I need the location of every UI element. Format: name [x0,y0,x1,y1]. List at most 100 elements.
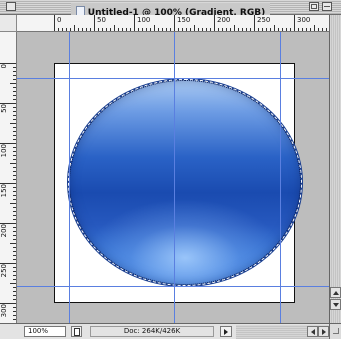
ruler-tick [13,79,16,80]
ruler-tick [290,28,291,31]
ruler-tick [13,235,16,236]
ruler-tick [138,28,139,31]
ruler-tick [13,119,16,120]
horizontal-guide[interactable] [17,286,329,287]
scroll-right-button[interactable] [318,326,329,337]
ruler-tick [0,303,16,304]
ruler-tick [13,247,16,248]
ruler-tick [13,295,16,296]
vertical-ruler[interactable]: 0 50 100 150 200 250 300 [0,32,17,323]
ruler-tick [10,83,16,84]
ruler-tick [118,28,119,31]
title-bar[interactable]: Untitled-1 @ 100% (Gradient, RGB) [0,0,341,18]
ruler-label: 150 [0,184,8,198]
ruler-tick [162,28,163,31]
ruler-tick [158,28,159,31]
ruler-tick [226,28,227,31]
ruler-tick [13,311,16,312]
scroll-up-button[interactable] [330,287,341,298]
triangle-left-icon [311,329,315,335]
ruler-tick [10,243,16,244]
ruler-tick [74,25,75,31]
ruler-tick [13,115,16,116]
ruler-tick [13,191,16,192]
ruler-tick [10,203,16,204]
vertical-scrollbar[interactable] [329,15,341,323]
horizontal-scrollbar[interactable] [236,325,329,339]
document-status-icon[interactable] [71,326,82,337]
ruler-label: 250 [257,16,271,24]
ruler-tick [13,99,16,100]
ruler-tick [13,111,16,112]
ruler-tick [58,28,59,31]
triangle-right-icon [322,329,326,335]
scroll-left-button[interactable] [307,326,318,337]
vertical-guide[interactable] [174,32,175,323]
ruler-tick [13,215,16,216]
ruler-tick [0,183,16,184]
ruler-tick [258,28,259,31]
ruler-tick [262,28,263,31]
ruler-tick [13,87,16,88]
ruler-tick [142,28,143,31]
ruler-tick [70,28,71,31]
ruler-tick [194,25,195,31]
ruler-tick [98,28,99,31]
ruler-tick [210,28,211,31]
ruler-tick [13,279,16,280]
ruler-tick [10,163,16,164]
ruler-tick [106,28,107,31]
ruler-tick [13,135,16,136]
scroll-down-button[interactable] [330,299,341,310]
collapse-box-icon[interactable] [322,2,332,11]
ruler-tick [206,28,207,31]
ruler-tick [306,28,307,31]
ruler-tick [13,71,16,72]
ruler-tick [13,291,16,292]
ruler-tick [86,28,87,31]
ruler-tick [238,28,239,31]
zoom-level-field[interactable]: 100% [24,326,66,337]
status-menu-button[interactable] [220,326,232,337]
ruler-tick [13,231,16,232]
ruler-tick [13,319,16,320]
ruler-tick [10,123,16,124]
elliptical-selection-marquee[interactable] [68,79,302,286]
vertical-guide[interactable] [280,32,281,323]
ruler-tick [314,25,315,31]
ruler-tick [0,63,16,64]
ruler-tick [198,28,199,31]
ruler-origin[interactable] [0,15,17,32]
ruler-tick [13,127,16,128]
ruler-tick [322,28,323,31]
pasteboard[interactable] [17,32,329,323]
ruler-tick [13,227,16,228]
ruler-tick [13,95,16,96]
selection-marquee-inner [69,80,301,285]
ruler-tick [302,28,303,31]
horizontal-ruler[interactable]: 0 50 100 150 200 250 300 [17,15,329,32]
ruler-tick [0,103,16,104]
ruler-tick [13,167,16,168]
ruler-tick [214,15,215,31]
ruler-tick [13,287,16,288]
close-box-icon[interactable] [6,2,16,11]
ruler-tick [110,28,111,31]
ruler-tick [186,28,187,31]
ruler-tick [13,139,16,140]
ruler-label: 0 [57,16,62,24]
horizontal-guide[interactable] [17,78,329,79]
ruler-tick [13,219,16,220]
ruler-tick [13,175,16,176]
ruler-label: 50 [97,16,106,24]
zoom-box-icon[interactable] [309,2,319,11]
ruler-tick [13,187,16,188]
ruler-label: 0 [0,64,8,69]
triangle-down-icon [333,303,339,307]
ruler-tick [218,28,219,31]
vertical-guide[interactable] [69,32,70,323]
ruler-tick [0,263,16,264]
ruler-tick [102,28,103,31]
resize-grow-box[interactable] [329,324,341,339]
